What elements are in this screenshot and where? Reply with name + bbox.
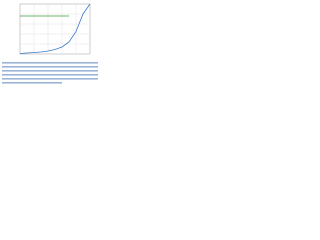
- plot-area: [19, 3, 91, 55]
- caption: [2, 62, 98, 84]
- caption-line: [2, 70, 98, 72]
- caption-line: [2, 66, 98, 68]
- series-line: [19, 3, 91, 54]
- caption-line: [2, 78, 98, 80]
- figure: [0, 0, 100, 89]
- caption-line: [2, 74, 98, 76]
- page: {"chart_data": {"type": "line", "x": [0,…: [0, 0, 100, 89]
- caption-line: [2, 82, 62, 84]
- caption-line: [2, 62, 98, 64]
